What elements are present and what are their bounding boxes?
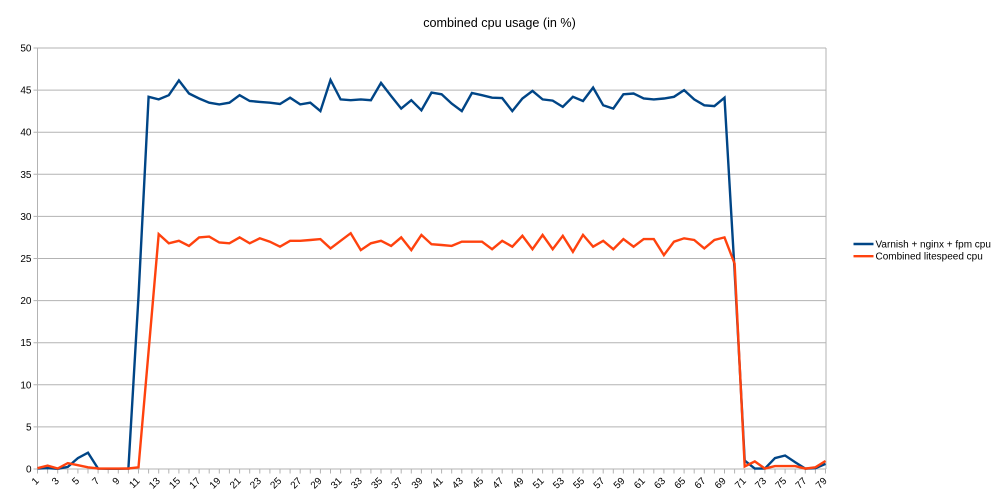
svg-text:25: 25	[20, 254, 32, 265]
svg-text:45: 45	[20, 86, 32, 97]
svg-text:0: 0	[26, 465, 32, 476]
svg-text:5: 5	[26, 422, 32, 433]
svg-text:combined cpu usage (in %): combined cpu usage (in %)	[423, 16, 576, 30]
svg-text:10: 10	[20, 380, 32, 391]
svg-text:Combined litespeed cpu: Combined litespeed cpu	[876, 252, 983, 263]
svg-text:40: 40	[20, 128, 32, 139]
svg-text:15: 15	[20, 338, 32, 349]
svg-text:30: 30	[20, 212, 32, 223]
svg-text:20: 20	[20, 296, 32, 307]
svg-text:50: 50	[20, 44, 32, 55]
svg-text:Varnish + nginx + fpm cpu: Varnish + nginx + fpm cpu	[876, 240, 991, 251]
svg-text:35: 35	[20, 170, 32, 181]
